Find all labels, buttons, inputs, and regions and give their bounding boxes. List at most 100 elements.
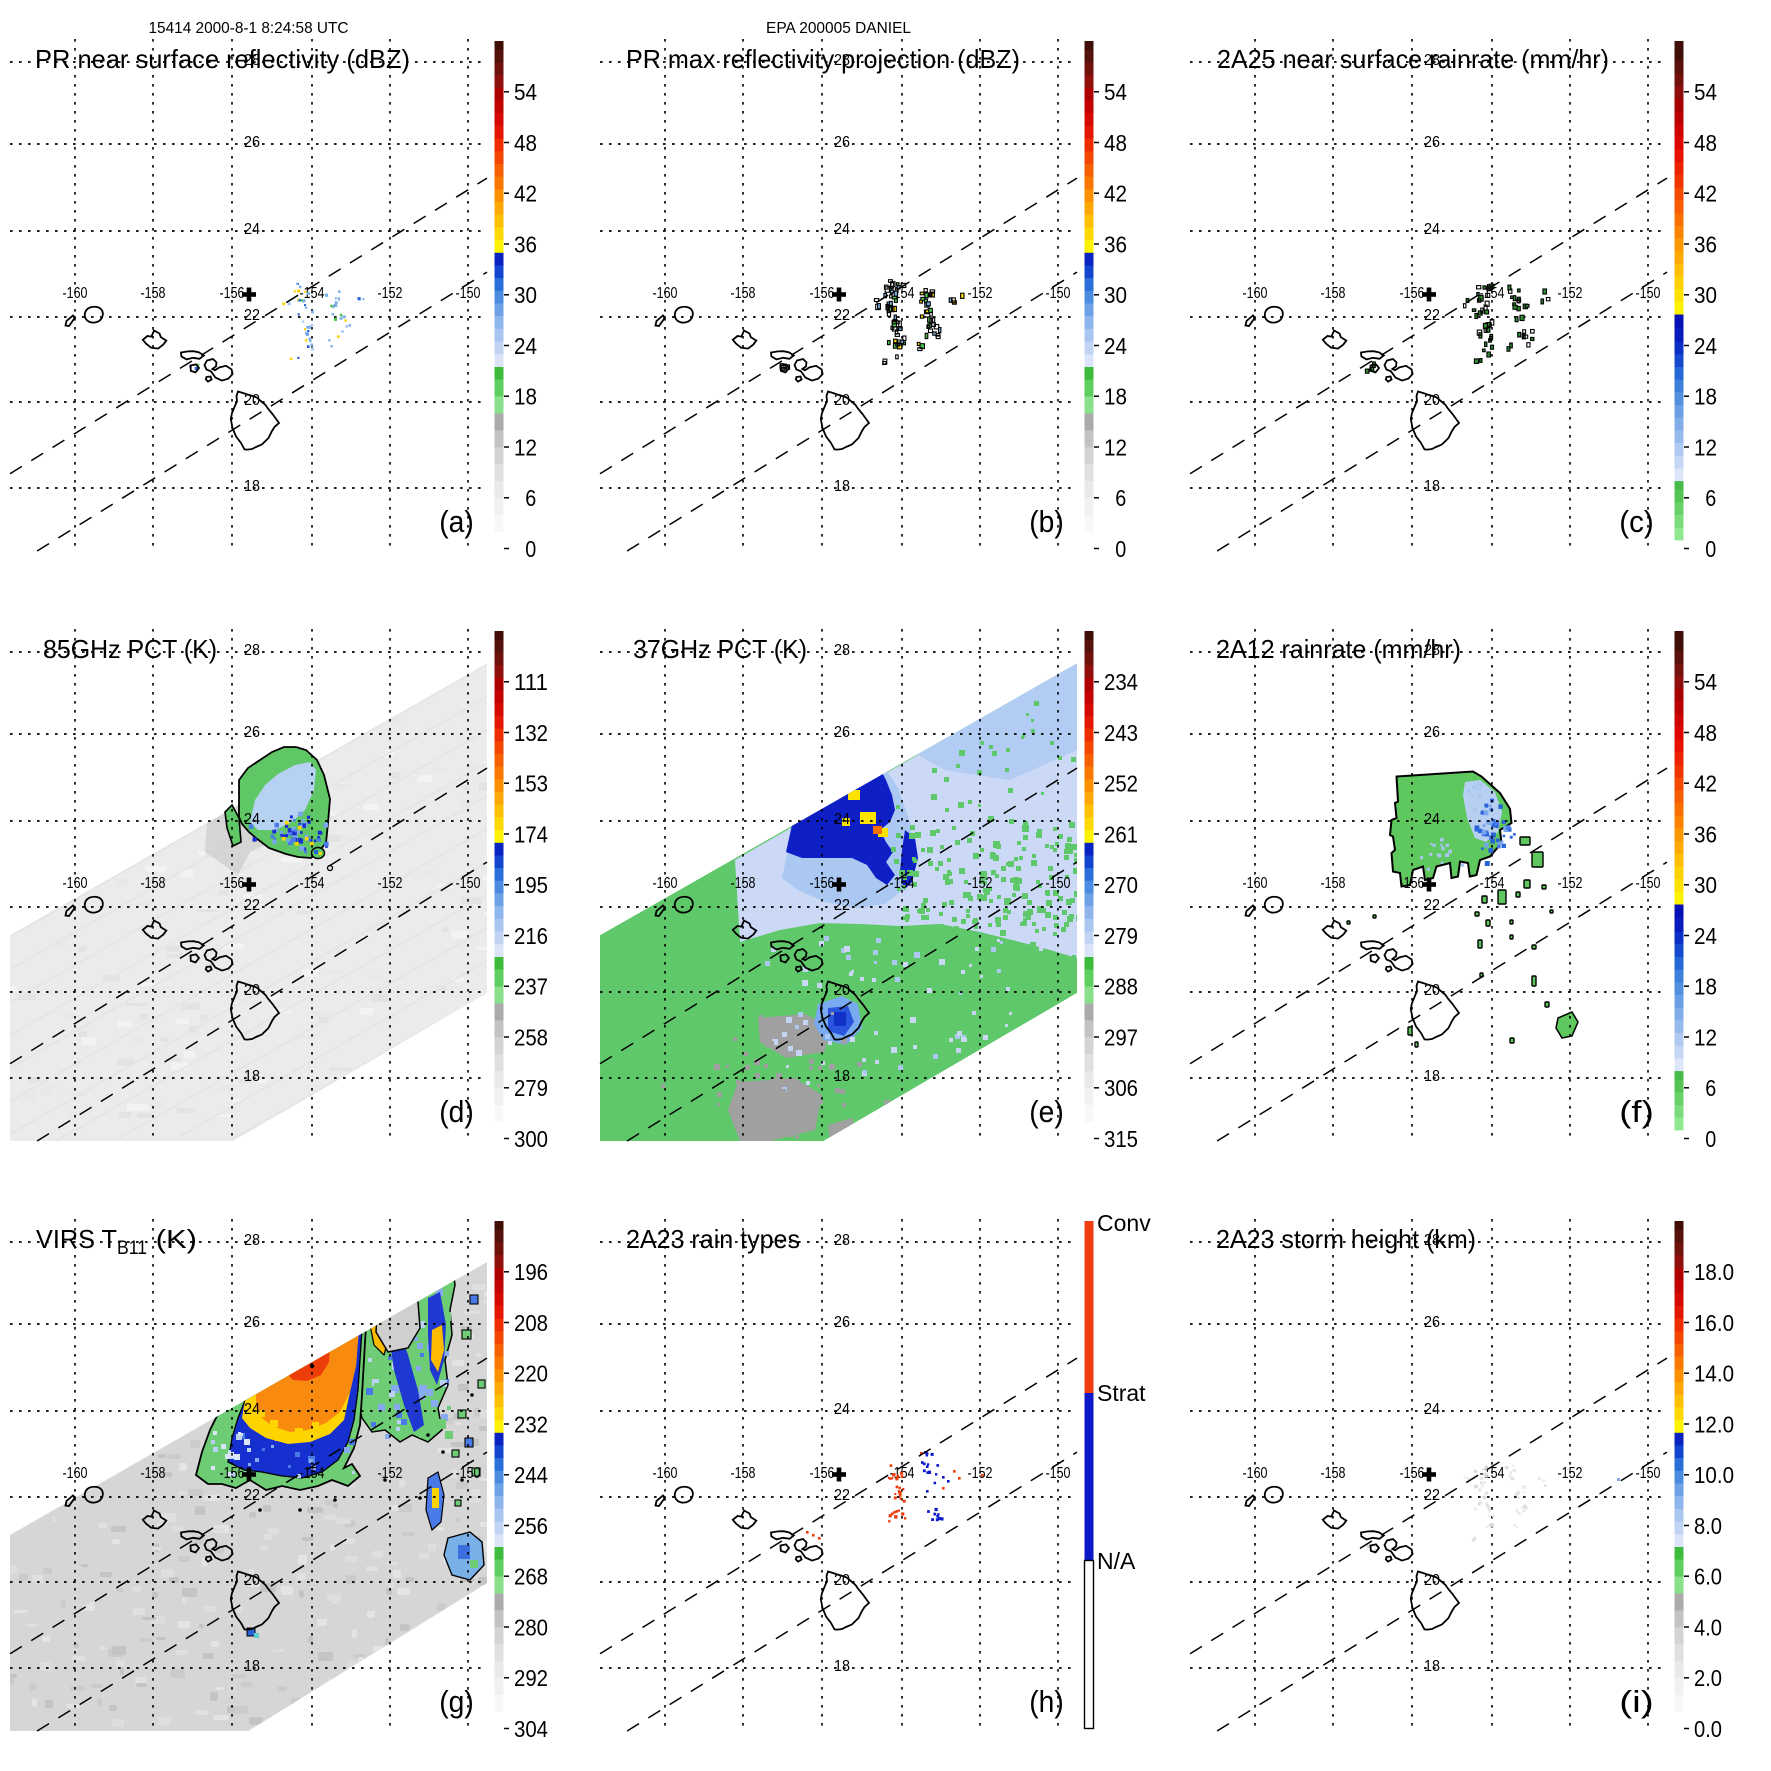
svg-text:12: 12 xyxy=(1104,434,1127,460)
svg-text:24: 24 xyxy=(1694,923,1717,949)
svg-text:306: 306 xyxy=(1104,1075,1138,1101)
svg-text:EPA 200005 DANIEL: EPA 200005 DANIEL xyxy=(766,20,911,37)
svg-text:232: 232 xyxy=(514,1411,548,1437)
svg-text:0: 0 xyxy=(1705,536,1716,562)
svg-text:2.0: 2.0 xyxy=(1694,1665,1722,1691)
svg-text:6: 6 xyxy=(525,485,536,511)
svg-text:36: 36 xyxy=(1104,231,1127,257)
svg-text:304: 304 xyxy=(514,1716,548,1742)
svg-text:10.0: 10.0 xyxy=(1694,1462,1734,1488)
svg-text:24: 24 xyxy=(1104,333,1127,359)
svg-text:PR max reflectivity projection: PR max reflectivity projection (dBZ) xyxy=(626,44,1020,74)
svg-text:(a): (a) xyxy=(439,504,474,539)
svg-text:195: 195 xyxy=(514,872,548,898)
svg-text:6: 6 xyxy=(1705,485,1716,511)
svg-text:54: 54 xyxy=(1104,79,1127,105)
svg-text:6.0: 6.0 xyxy=(1694,1564,1722,1590)
svg-text:54: 54 xyxy=(514,79,537,105)
svg-text:216: 216 xyxy=(514,923,548,949)
svg-text:2A23 rain types: 2A23 rain types xyxy=(626,1224,800,1254)
svg-text:48: 48 xyxy=(1104,130,1127,156)
svg-text:30: 30 xyxy=(1694,282,1717,308)
svg-text:42: 42 xyxy=(514,181,537,207)
svg-text:PR near surface reflectivity (: PR near surface reflectivity (dBZ) xyxy=(35,44,410,74)
svg-text:0.0: 0.0 xyxy=(1694,1716,1722,1742)
svg-text:6: 6 xyxy=(1705,1075,1716,1101)
svg-text:16.0: 16.0 xyxy=(1694,1310,1734,1336)
svg-text:N/A: N/A xyxy=(1097,1548,1136,1574)
svg-text:37GHz PCT (K): 37GHz PCT (K) xyxy=(633,634,807,664)
svg-text:30: 30 xyxy=(1694,872,1717,898)
svg-text:258: 258 xyxy=(514,1024,548,1050)
svg-text:24: 24 xyxy=(514,333,537,359)
svg-text:2A23 storm height (km): 2A23 storm height (km) xyxy=(1216,1224,1476,1254)
svg-text:0: 0 xyxy=(1115,536,1126,562)
svg-text:2A25 near surface rainrate (mm: 2A25 near surface rainrate (mm/hr) xyxy=(1217,44,1609,74)
svg-text:42: 42 xyxy=(1694,771,1717,797)
svg-text:30: 30 xyxy=(1104,282,1127,308)
svg-text:12.0: 12.0 xyxy=(1694,1411,1734,1437)
svg-text:153: 153 xyxy=(514,771,548,797)
svg-text:(c): (c) xyxy=(1619,504,1654,539)
svg-text:VIRS TB11 (K): VIRS TB11 (K) xyxy=(36,1224,197,1259)
svg-text:8.0: 8.0 xyxy=(1694,1513,1722,1539)
svg-text:18: 18 xyxy=(514,384,537,410)
svg-text:12: 12 xyxy=(514,434,537,460)
svg-text:292: 292 xyxy=(514,1665,548,1691)
svg-text:54: 54 xyxy=(1694,669,1717,695)
svg-text:174: 174 xyxy=(514,821,548,847)
svg-text:42: 42 xyxy=(1694,181,1717,207)
svg-text:4.0: 4.0 xyxy=(1694,1614,1722,1640)
svg-text:18: 18 xyxy=(1104,384,1127,410)
svg-text:12: 12 xyxy=(1694,434,1717,460)
svg-text:270: 270 xyxy=(1104,872,1138,898)
svg-text:36: 36 xyxy=(1694,231,1717,257)
svg-text:234: 234 xyxy=(1104,669,1138,695)
svg-text:256: 256 xyxy=(514,1513,548,1539)
svg-text:24: 24 xyxy=(1694,333,1717,359)
svg-text:(h): (h) xyxy=(1029,1684,1064,1719)
svg-text:(e): (e) xyxy=(1029,1094,1064,1129)
svg-text:261: 261 xyxy=(1104,821,1138,847)
svg-text:315: 315 xyxy=(1104,1126,1138,1152)
svg-text:Strat: Strat xyxy=(1097,1380,1146,1406)
svg-text:280: 280 xyxy=(514,1614,548,1640)
svg-text:279: 279 xyxy=(514,1075,548,1101)
svg-text:196: 196 xyxy=(514,1259,548,1285)
svg-text:85GHz PCT (K): 85GHz PCT (K) xyxy=(43,634,217,664)
svg-text:132: 132 xyxy=(514,720,548,746)
svg-text:243: 243 xyxy=(1104,720,1138,746)
svg-text:300: 300 xyxy=(514,1126,548,1152)
svg-text:279: 279 xyxy=(1104,923,1138,949)
svg-text:237: 237 xyxy=(514,974,548,1000)
svg-text:(b): (b) xyxy=(1029,504,1064,539)
svg-text:6: 6 xyxy=(1115,485,1126,511)
svg-text:252: 252 xyxy=(1104,771,1138,797)
svg-text:18.0: 18.0 xyxy=(1694,1259,1734,1285)
svg-text:18: 18 xyxy=(1694,384,1717,410)
svg-text:(d): (d) xyxy=(439,1094,474,1129)
svg-text:36: 36 xyxy=(514,231,537,257)
svg-text:42: 42 xyxy=(1104,181,1127,207)
svg-text:48: 48 xyxy=(514,130,537,156)
svg-text:30: 30 xyxy=(514,282,537,308)
svg-text:220: 220 xyxy=(514,1361,548,1387)
svg-text:268: 268 xyxy=(514,1564,548,1590)
svg-text:15414 2000-8-1 8:24:58 UTC: 15414 2000-8-1 8:24:58 UTC xyxy=(149,20,349,37)
svg-text:12: 12 xyxy=(1694,1024,1717,1050)
svg-text:14.0: 14.0 xyxy=(1694,1361,1734,1387)
svg-text:0: 0 xyxy=(1705,1126,1716,1152)
svg-text:48: 48 xyxy=(1694,130,1717,156)
svg-text:Conv: Conv xyxy=(1097,1210,1151,1236)
svg-text:54: 54 xyxy=(1694,79,1717,105)
svg-text:(f): (f) xyxy=(1619,1094,1654,1129)
svg-text:(g): (g) xyxy=(439,1684,474,1719)
svg-text:288: 288 xyxy=(1104,974,1138,1000)
svg-text:36: 36 xyxy=(1694,821,1717,847)
svg-text:208: 208 xyxy=(514,1310,548,1336)
svg-text:297: 297 xyxy=(1104,1024,1138,1050)
svg-text:48: 48 xyxy=(1694,720,1717,746)
svg-text:2A12 rainrate (mm/hr): 2A12 rainrate (mm/hr) xyxy=(1216,634,1461,664)
svg-text:(i): (i) xyxy=(1619,1684,1654,1719)
svg-text:111: 111 xyxy=(514,669,548,695)
